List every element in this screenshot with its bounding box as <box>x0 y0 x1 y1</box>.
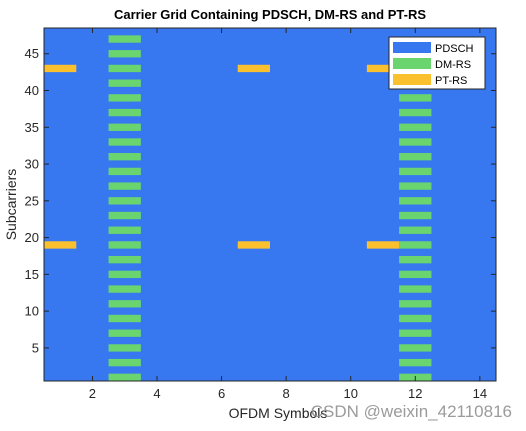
dm-rs-cell <box>108 255 141 264</box>
y-tick-label: 10 <box>25 304 39 319</box>
x-tick-label: 10 <box>343 386 357 401</box>
pt-rs-cell <box>366 64 400 73</box>
dm-rs-cell <box>399 182 432 190</box>
pt-rs-cell <box>237 64 270 73</box>
dm-rs-cell <box>399 94 432 102</box>
legend-swatch-dm-rs <box>393 58 431 69</box>
dm-rs-cell <box>108 344 141 352</box>
dm-rs-cell <box>108 182 141 190</box>
legend-swatch-pt-rs <box>393 74 431 85</box>
dm-rs-cell <box>108 211 141 220</box>
dm-rs-cell <box>108 123 141 131</box>
dm-rs-cell <box>108 270 141 279</box>
legend: PDSCH DM-RS PT-RS <box>388 36 486 90</box>
dm-rs-cell <box>399 108 432 117</box>
dm-rs-cell <box>108 300 141 308</box>
dm-rs-cell <box>108 285 141 293</box>
dm-rs-cell <box>399 329 432 337</box>
pt-rs-cell <box>366 241 400 249</box>
chart-title: Carrier Grid Containing PDSCH, DM-RS and… <box>114 7 426 22</box>
dm-rs-cell <box>108 64 141 73</box>
y-tick-label: 40 <box>25 83 39 98</box>
dm-rs-cell <box>108 50 141 58</box>
dm-rs-cell <box>399 255 432 264</box>
dm-rs-cell <box>399 270 432 279</box>
dm-rs-cell <box>399 197 432 205</box>
y-tick-label: 35 <box>25 120 39 135</box>
pt-rs-cell <box>44 241 77 249</box>
pt-rs-cell <box>237 241 270 249</box>
dm-rs-cell <box>108 167 141 176</box>
y-tick-label: 20 <box>25 230 39 245</box>
x-axis-label: OFDM Symbols <box>229 405 328 421</box>
legend-label-pdsch: PDSCH <box>435 43 474 55</box>
dm-rs-cell <box>399 241 432 249</box>
dm-rs-cell <box>399 153 432 161</box>
axes: 2 4 6 8 10 12 14 5 10 15 20 25 30 35 40 45 <box>25 27 497 401</box>
dm-rs-cell <box>399 123 432 131</box>
dm-rs-cell <box>399 300 432 308</box>
dm-rs-cell <box>399 285 432 293</box>
dm-rs-cell <box>108 373 141 381</box>
x-tick-label: 12 <box>408 386 422 401</box>
y-tick-label: 15 <box>25 267 39 282</box>
dm-rs-cell <box>399 358 432 367</box>
dm-rs-cell <box>399 314 432 323</box>
y-tick-label: 25 <box>25 193 39 208</box>
y-tick-label: 45 <box>25 46 39 61</box>
x-tick-label: 14 <box>473 386 487 401</box>
dm-rs-cell <box>108 108 141 117</box>
dm-rs-cell <box>108 138 141 146</box>
y-axis-label: Subcarriers <box>3 169 19 241</box>
dm-rs-cell <box>108 241 141 249</box>
dm-rs-cell <box>108 94 141 102</box>
x-tick-label: 8 <box>283 386 290 401</box>
x-tick-label: 2 <box>89 386 96 401</box>
dm-rs-cell <box>108 35 141 43</box>
y-tick-label: 30 <box>25 157 39 172</box>
dm-rs-cell <box>108 358 141 367</box>
dm-rs-cell <box>399 226 432 234</box>
dm-rs-cell <box>108 329 141 337</box>
dm-rs-cell <box>399 138 432 146</box>
dm-rs-cell <box>399 344 432 352</box>
legend-label-pt-rs: PT-RS <box>435 75 467 87</box>
dm-rs-cell <box>399 211 432 220</box>
axes-frame <box>43 27 497 382</box>
y-tick-label: 5 <box>32 340 39 355</box>
x-tick-label: 6 <box>218 386 225 401</box>
x-tick-label: 4 <box>153 386 160 401</box>
dm-rs-cell <box>108 226 141 234</box>
legend-swatch-pdsch <box>393 42 431 53</box>
dm-rs-cell <box>108 314 141 323</box>
dm-rs-cell <box>108 197 141 205</box>
dm-rs-cell <box>108 153 141 161</box>
pt-rs-cell <box>44 64 77 73</box>
legend-label-dm-rs: DM-RS <box>435 59 471 71</box>
dm-rs-cell <box>108 79 141 87</box>
watermark: CSDN @weixin_42110816 <box>311 402 512 421</box>
dm-rs-cell <box>399 167 432 176</box>
